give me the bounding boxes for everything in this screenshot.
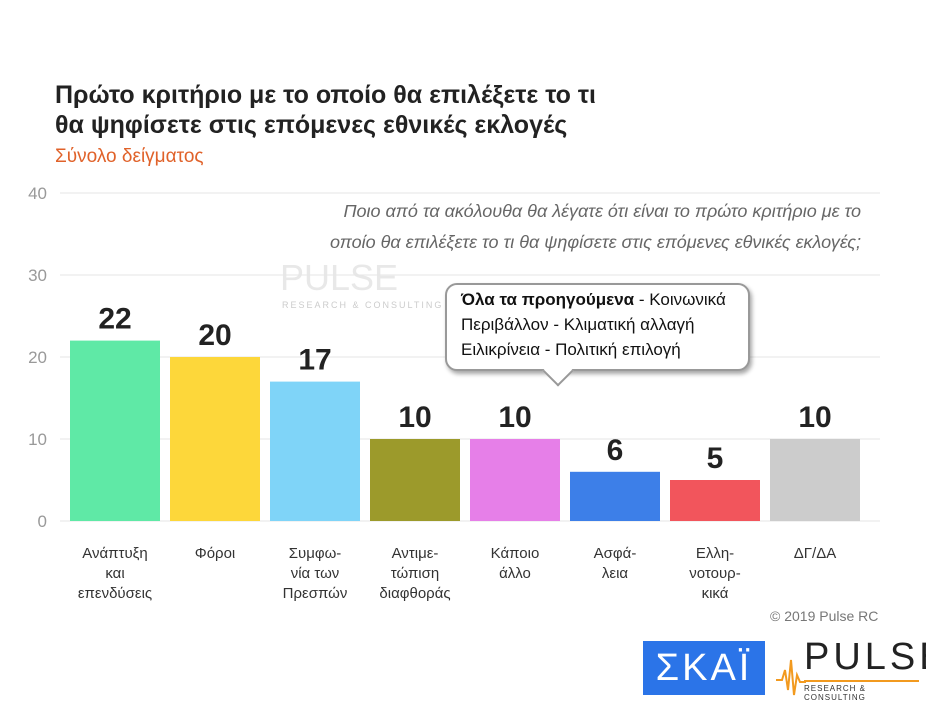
bar [670, 480, 760, 521]
data-label: 10 [398, 401, 431, 434]
annotation-callout: Όλα τα προηγούμενα - Κοινωνικά Περιβάλλο… [445, 283, 750, 371]
x-tick-label: ΔΓ/ΔΑ [794, 545, 836, 562]
x-tick-label: νία των [291, 565, 340, 582]
skai-logo: ΣΚΑΪ [643, 641, 765, 695]
data-label: 20 [198, 319, 231, 352]
question-line: οποίο θα επιλέξετε το τι θα ψηφίσετε στι… [330, 232, 861, 252]
y-tick-label: 0 [38, 512, 47, 531]
pulse-logo-subtext: RESEARCH & CONSULTING [804, 684, 867, 702]
x-tick-label: τώπιση [391, 565, 440, 582]
bar [470, 439, 560, 521]
x-tick-label: Αντιμε- [392, 545, 439, 562]
title-line: Πρώτο κριτήριο με το οποίο θα επιλέξετε … [55, 81, 596, 109]
x-tick-label: και [105, 565, 124, 582]
bar [70, 340, 160, 521]
skai-logo-text: ΣΚΑΪ [655, 647, 753, 689]
data-label: 22 [98, 303, 131, 336]
bar [570, 471, 660, 521]
y-tick-label: 10 [28, 430, 47, 449]
bar [370, 439, 460, 521]
x-tick-label: νοτουρ- [689, 565, 740, 582]
x-tick-label: κικά [702, 585, 729, 602]
x-tick-label: Κάποιο [491, 545, 540, 562]
x-tick-label: Ασφά- [594, 545, 637, 562]
y-tick-label: 20 [28, 348, 47, 367]
pulse-wave-icon [776, 659, 806, 696]
x-tick-label: Ανάπτυξη [82, 545, 147, 562]
x-tick-label: Ελλη- [696, 545, 734, 562]
data-label: 6 [607, 434, 624, 467]
chart-title: Πρώτο κριτήριο με το οποίο θα επιλέξετε … [55, 80, 755, 140]
copyright: © 2019 Pulse RC [770, 608, 879, 624]
x-tick-label: επενδύσεις [78, 585, 152, 602]
y-tick-label: 40 [28, 184, 47, 203]
survey-question: Ποιο από τα ακόλουθα θα λέγατε ότι είναι… [330, 196, 861, 258]
chart-subtitle: Σύνολο δείγματος [55, 146, 204, 167]
watermark-text: RESEARCH & CONSULTING [282, 300, 444, 310]
data-label: 17 [298, 344, 331, 377]
data-label: 5 [707, 442, 724, 475]
x-tick-label: διαφθοράς [379, 585, 450, 602]
x-tick-label: Πρεσπών [283, 585, 348, 602]
callout-text: - Κοινωνικά [634, 290, 726, 309]
watermark-logo: PULSE [280, 257, 399, 298]
x-tick-label: Συμφω- [289, 545, 342, 562]
pulse-logo-text: PULSE [804, 636, 926, 678]
bar [770, 439, 860, 521]
x-tick-label: Φόροι [195, 545, 236, 562]
data-label: 10 [498, 401, 531, 434]
callout-text: Περιβάλλον - Κλιματική αλλαγή [461, 315, 695, 334]
title-line: θα ψηφίσετε στις επόμενες εθνικές εκλογέ… [55, 111, 568, 139]
callout-bold: Όλα τα προηγούμενα [461, 290, 635, 309]
pulse-logo: PULSE RESEARCH & CONSULTING [776, 636, 926, 702]
x-tick-label: λεια [602, 565, 629, 582]
x-tick-label: άλλο [499, 565, 531, 582]
data-label: 10 [798, 401, 831, 434]
pulse-logo-line [804, 680, 919, 682]
question-line: Ποιο από τα ακόλουθα θα λέγατε ότι είναι… [343, 201, 861, 221]
callout-text: Ειλικρίνεια - Πολιτική επιλογή [461, 340, 681, 359]
bar [170, 357, 260, 521]
bar [270, 381, 360, 521]
y-tick-label: 30 [28, 266, 47, 285]
